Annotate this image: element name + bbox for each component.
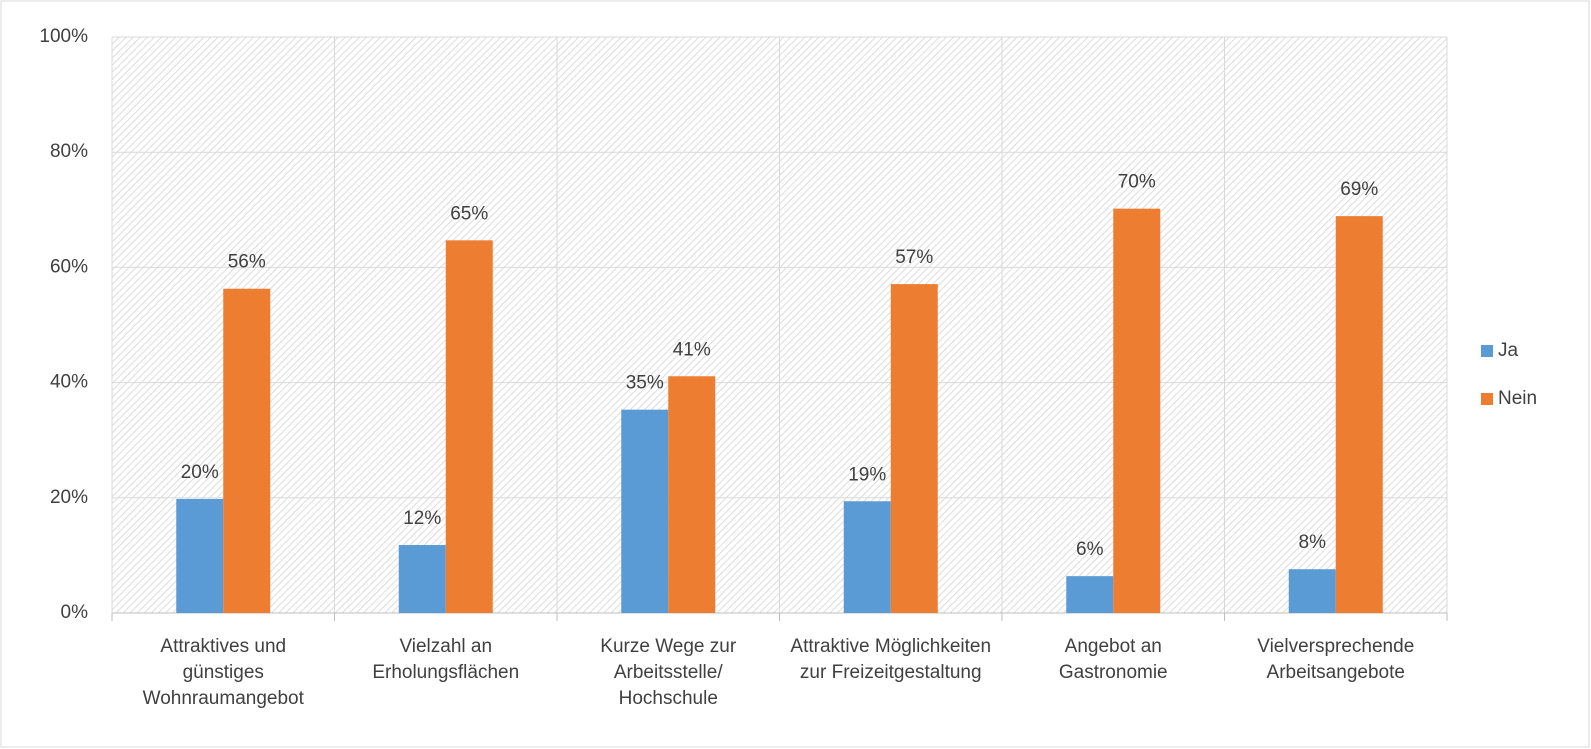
data-label: 35%: [626, 373, 664, 394]
legend-swatch: [1481, 393, 1493, 405]
bar: [843, 501, 891, 613]
legend-label: Nein: [1498, 388, 1537, 409]
bar: [398, 545, 446, 613]
data-label: 8%: [1299, 532, 1327, 553]
bar: [1066, 576, 1114, 613]
legend-swatch: [1481, 345, 1493, 357]
x-tick-label: Kurze Wege zur Arbeitsstelle/ Hochschule: [600, 636, 737, 709]
bar: [668, 376, 716, 613]
x-tick-label: Attraktive Möglichkeiten zur Freizeitges…: [790, 636, 992, 683]
bar: [176, 498, 224, 613]
bar: [890, 284, 938, 613]
x-tick-label: Attraktives und günstiges Wohnraumangebo…: [142, 636, 304, 709]
y-tick-label: 100%: [39, 26, 88, 47]
data-label: 6%: [1076, 539, 1104, 560]
bar: [621, 409, 669, 613]
x-tick-label: Vielversprechende Arbeitsangebote: [1257, 636, 1415, 683]
y-tick-label: 0%: [61, 602, 89, 623]
y-tick-label: 20%: [50, 487, 88, 508]
bar: [223, 288, 271, 613]
y-tick-label: 60%: [50, 256, 88, 277]
bar: [1335, 216, 1383, 614]
data-label: 12%: [403, 508, 441, 529]
data-label: 20%: [181, 462, 219, 483]
data-label: 70%: [1118, 172, 1156, 193]
data-label: 56%: [228, 252, 266, 273]
data-label: 65%: [450, 203, 488, 224]
data-label: 57%: [895, 247, 933, 268]
bar: [445, 240, 493, 613]
x-tick-label: Angebot an Gastronomie: [1058, 636, 1168, 683]
y-tick-label: 80%: [50, 141, 88, 162]
bar: [1113, 208, 1161, 613]
data-label: 41%: [673, 339, 711, 360]
bar: [1288, 569, 1336, 613]
legend-label: Ja: [1498, 340, 1519, 361]
y-tick-label: 40%: [50, 372, 88, 393]
data-label: 69%: [1340, 179, 1378, 200]
x-tick-label: Vielzahl an Erholungsflächen: [372, 636, 520, 683]
data-label: 19%: [848, 464, 886, 485]
